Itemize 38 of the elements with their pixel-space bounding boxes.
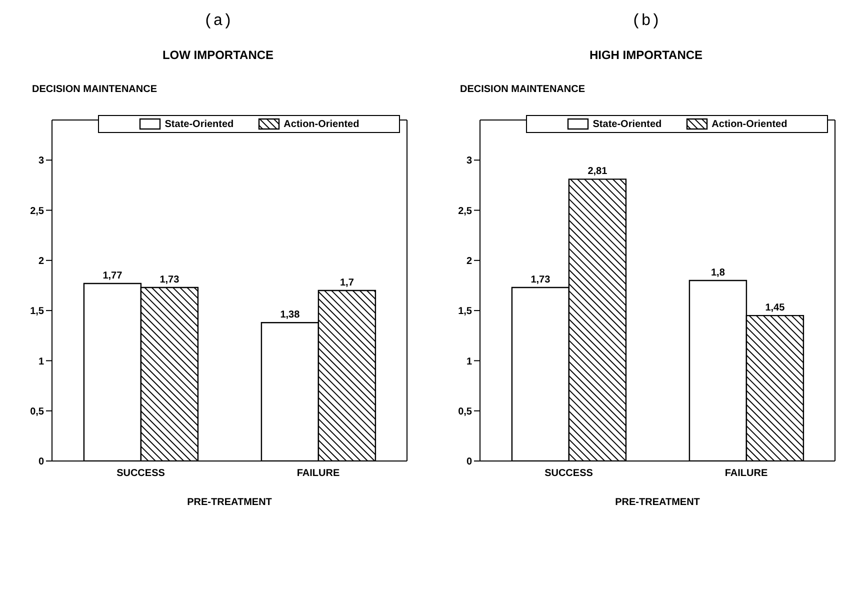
y-tick-label: 0: [38, 456, 44, 468]
data-label: 1,8: [710, 267, 726, 278]
x-axis-title: PRE-TREATMENT: [187, 497, 272, 508]
legend-label: State-Oriented: [592, 118, 662, 130]
y-tick-label: 2,5: [30, 206, 44, 217]
y-tick-label: 1,5: [458, 306, 472, 318]
y-tick-label: 2,5: [458, 206, 472, 217]
y-tick-label: 0,5: [458, 406, 472, 418]
chart-subtitle: LOW IMPORTANCE: [161, 48, 275, 62]
x-axis-title: PRE-TREATMENT: [615, 497, 700, 508]
chart-title: (a): [202, 12, 234, 30]
y-tick-label: 1: [466, 356, 472, 368]
data-label: 2,81: [588, 166, 608, 178]
data-label: 1,45: [765, 302, 786, 314]
chart-title: (b): [630, 12, 662, 30]
y-tick-label: 2: [466, 256, 472, 267]
y-tick-label: 1,5: [30, 306, 44, 318]
data-label: 1,7: [340, 278, 354, 288]
x-tick-label: FAILURE: [296, 468, 340, 480]
y-tick-label: 2: [38, 256, 44, 267]
y-tick-label: 1: [38, 356, 44, 368]
legend-label: Action-Oriented: [710, 118, 788, 130]
y-tick-label: 3: [466, 156, 472, 167]
y-axis-title: DECISION MAINTENANCE: [460, 84, 586, 95]
legend-label: Action-Oriented: [282, 118, 360, 130]
y-tick-label: 3: [38, 156, 44, 167]
y-axis-title: DECISION MAINTENANCE: [32, 84, 158, 95]
data-label: 1,73: [530, 274, 551, 286]
x-tick-label: SUCCESS: [116, 468, 166, 480]
data-label: 1,38: [280, 310, 300, 321]
x-tick-label: FAILURE: [724, 468, 768, 480]
chart-subtitle: HIGH IMPORTANCE: [588, 48, 704, 62]
data-label: 1,73: [160, 274, 180, 286]
y-tick-label: 0,5: [30, 406, 44, 418]
data-label: 1,77: [102, 270, 123, 282]
x-tick-label: SUCCESS: [544, 468, 594, 480]
legend-label: State-Oriented: [164, 118, 234, 130]
y-tick-label: 0: [466, 456, 472, 468]
